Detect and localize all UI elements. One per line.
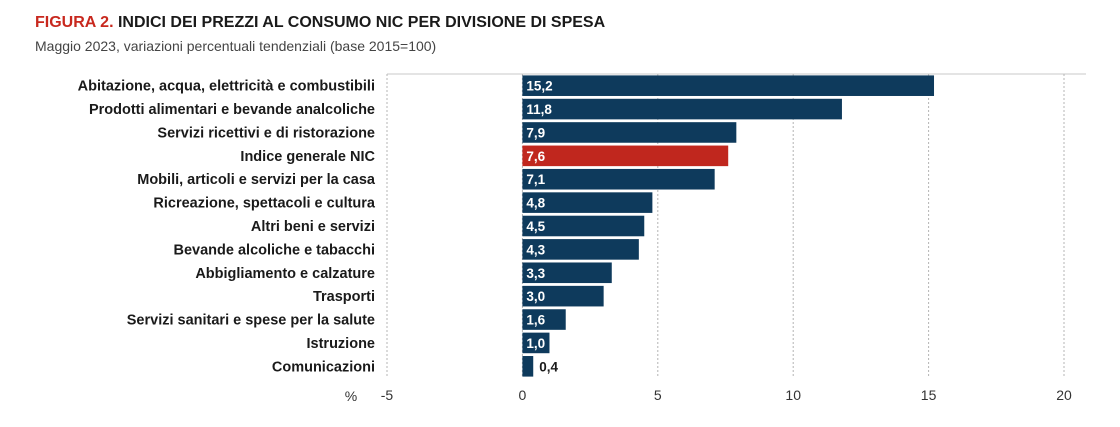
value-label: 1,0 [526,336,545,351]
value-label: 7,6 [526,149,545,164]
category-label: Altri beni e servizi [251,219,375,235]
x-tick-label: 10 [785,387,801,403]
value-label: 4,5 [526,219,545,234]
category-label: Trasporti [313,289,375,305]
value-label: 0,4 [539,359,558,374]
x-tick-label: -5 [381,387,394,403]
bar [522,192,653,213]
bars [522,75,935,377]
value-label: 4,8 [526,196,545,211]
bar [522,215,645,237]
figure-title: INDICI DEI PREZZI AL CONSUMO NIC PER DIV… [117,14,606,31]
category-label: Istruzione [307,336,375,352]
category-label: Servizi ricettivi e di ristorazione [157,125,375,141]
category-labels: Abitazione, acqua, elettricità e combust… [78,79,376,376]
figure-label: FIGURA 2. [35,14,114,31]
value-label: 11,8 [526,102,552,117]
category-label: Mobili, articoli e servizi per la casa [137,172,376,188]
bar [522,285,604,307]
x-tick-label: 15 [921,387,937,403]
chart-title: FIGURA 2. INDICI DEI PREZZI AL CONSUMO N… [35,14,605,32]
bar [522,75,935,96]
x-tick-label: 20 [1056,387,1072,403]
bar [522,239,639,260]
category-label: Indice generale NIC [240,149,375,165]
category-label: Ricreazione, spettacoli e cultura [153,196,376,212]
category-label: Prodotti alimentari e bevande analcolich… [89,102,375,118]
category-label: Comunicazioni [272,359,375,375]
category-label: Abitazione, acqua, elettricità e combust… [78,79,375,95]
bar [522,309,566,330]
category-label: Servizi sanitari e spese per la salute [127,313,375,329]
value-label: 4,3 [526,242,545,257]
chart-subtitle: Maggio 2023, variazioni percentuali tend… [35,38,437,54]
x-tick-label: 5 [654,387,662,403]
x-tick-label: 0 [519,387,527,403]
category-label: Abbigliamento e calzature [195,266,375,282]
x-axis: -5 0 5 10 15 20% [345,387,1072,404]
bar [522,122,737,143]
value-label: 7,1 [526,172,545,187]
value-label: 1,6 [526,313,545,328]
bar [522,145,729,167]
value-label: 3,3 [526,266,545,281]
x-axis-unit: % [345,388,357,404]
bar [522,356,534,377]
bar [522,98,842,120]
bar [522,168,715,190]
value-label: 15,2 [526,79,552,94]
value-labels: 15,2 11,8 7,9 7,6 7,1 4,8 4,5 4,3 3,3 3,0 1,6 1,0 0,… [526,79,558,375]
category-label: Bevande alcoliche e tabacchi [174,242,375,258]
value-label: 7,9 [526,125,545,140]
bar [522,332,550,354]
value-label: 3,0 [526,289,545,304]
bar [522,262,612,284]
grid [386,73,1086,378]
